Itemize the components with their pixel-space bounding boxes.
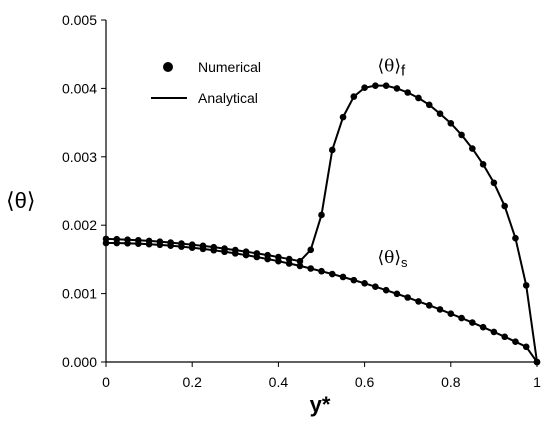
data-point [425, 101, 433, 109]
data-point [469, 319, 476, 326]
data-point [113, 235, 121, 243]
annotations: ⟨θ⟩s ⟨θ⟩f [378, 56, 409, 270]
data-point [221, 245, 228, 252]
series-line-0 [105, 241, 538, 363]
axes [105, 20, 537, 363]
data-point [102, 235, 110, 243]
data-point [490, 179, 498, 187]
data-point [372, 82, 379, 89]
data-point [361, 84, 368, 92]
data-point [135, 236, 142, 244]
y-tick-label: 0.001 [62, 286, 97, 302]
data-point [199, 242, 207, 250]
y-tick-label: 0.002 [62, 217, 97, 233]
data-point [436, 306, 444, 313]
data-point [512, 338, 519, 345]
data-point [307, 265, 315, 272]
x-tick-label: 0.6 [355, 374, 375, 390]
data-point [533, 358, 541, 366]
data-point [328, 270, 336, 278]
data-point [479, 323, 487, 331]
x-tick-label: 0 [102, 374, 110, 390]
legend-dot-marker [163, 62, 173, 72]
data-point [361, 280, 368, 287]
y-tick-label: 0.005 [62, 12, 97, 28]
data-point [512, 234, 519, 242]
data-point [382, 286, 390, 294]
data-point [167, 239, 174, 246]
data-point [479, 161, 487, 168]
data-point [469, 145, 476, 152]
data-point [522, 282, 530, 289]
data-point [264, 251, 271, 259]
data-point [253, 250, 261, 257]
data-point [425, 302, 433, 309]
legend: Numerical Analytical [151, 59, 261, 106]
data-point [458, 131, 465, 139]
data-point [188, 241, 196, 248]
data-point [296, 262, 304, 270]
series-label-0: ⟨θ⟩s [378, 248, 409, 270]
data-point [145, 237, 153, 245]
x-axis-title: y* [310, 392, 331, 417]
data-point [415, 298, 422, 305]
data-point [415, 94, 422, 102]
x-tick-label: 0.8 [441, 374, 461, 390]
data-point [285, 255, 293, 263]
data-point [522, 343, 530, 351]
data-point [318, 211, 325, 219]
data-point [307, 246, 315, 254]
data-point [458, 314, 465, 322]
x-tick-label: 0.4 [269, 374, 289, 390]
y-axis-title: ⟨θ⟩ [6, 188, 35, 213]
y-tick-label: 0.003 [62, 149, 97, 165]
data-point [404, 294, 412, 301]
data-point [447, 310, 455, 318]
data-point [501, 202, 508, 210]
data-point [339, 113, 347, 121]
data-point [447, 119, 455, 127]
data-point [124, 236, 131, 243]
data-point [210, 243, 218, 251]
y-tick-label: 0.000 [62, 354, 97, 370]
data-point [436, 110, 444, 118]
x-tick-label: 1 [533, 374, 541, 390]
data-point [232, 246, 239, 254]
ticks: 0.000 0.001 0.002 0.003 0.004 0.005 0 0.2 0.4 0.6… [62, 12, 541, 390]
x-tick-label: 0.2 [182, 374, 202, 390]
series-points [102, 82, 541, 366]
data-point [242, 248, 250, 255]
data-point [372, 283, 379, 290]
legend-label-numerical: Numerical [198, 59, 261, 75]
data-point [490, 328, 498, 336]
data-point [328, 146, 336, 154]
data-point [404, 89, 412, 96]
data-point [501, 333, 508, 341]
data-point [156, 238, 164, 245]
data-point [382, 82, 390, 89]
data-point [318, 267, 325, 275]
data-point [350, 93, 358, 100]
y-tick-label: 0.004 [62, 80, 97, 96]
data-point [296, 257, 304, 265]
data-point [393, 290, 401, 298]
data-point [339, 273, 347, 281]
data-point [178, 240, 185, 247]
data-point [275, 253, 282, 261]
data-point [350, 276, 358, 284]
legend-label-analytical: Analytical [198, 90, 258, 106]
data-point [393, 85, 401, 92]
series-label-1: ⟨θ⟩f [378, 56, 407, 79]
